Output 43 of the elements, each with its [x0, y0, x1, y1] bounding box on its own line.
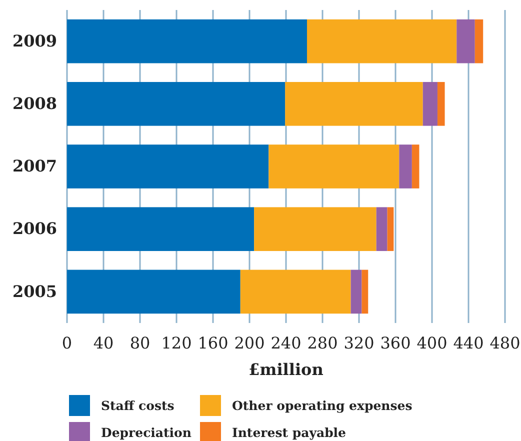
legend-label: Interest payable [232, 425, 346, 440]
x-tick-label: 360 [380, 333, 411, 352]
bar [285, 82, 423, 126]
y-tick-label: 2008 [12, 94, 57, 114]
x-tick-label: 0 [62, 333, 72, 352]
bar [67, 19, 307, 64]
x-tick-label: 160 [198, 333, 228, 352]
x-axis-title: £million [248, 360, 324, 379]
bar [268, 144, 400, 188]
bar [399, 144, 412, 188]
bar [387, 207, 394, 252]
bar [362, 270, 368, 314]
bar [437, 82, 445, 126]
bar [254, 207, 376, 252]
bar [67, 82, 286, 126]
bar [456, 19, 475, 64]
y-tick-label: 2007 [12, 156, 57, 176]
x-tick-label: 320 [344, 333, 374, 352]
x-tick-label: 480 [490, 333, 520, 352]
x-tick-label: 280 [307, 333, 338, 352]
y-tick-label: 2005 [12, 282, 57, 301]
bar [240, 270, 351, 314]
legend-label: Depreciation [101, 425, 192, 440]
legend-label: Other operating expenses [232, 398, 412, 413]
x-tick-label: 200 [234, 333, 265, 352]
y-tick-label: 2006 [12, 219, 57, 238]
x-tick-label: 400 [416, 333, 448, 352]
legend-label: Staff costs [101, 398, 174, 413]
bar [376, 207, 388, 252]
x-tick-label: 40 [93, 333, 114, 352]
bar [412, 144, 420, 188]
bar [422, 82, 438, 126]
x-tick-label: 80 [130, 333, 150, 352]
bar [67, 207, 254, 252]
x-tick-label: 120 [161, 333, 192, 352]
bar [474, 19, 484, 64]
bar [350, 270, 362, 314]
x-tick-label: 440 [453, 333, 484, 352]
y-tick-label: 2009 [12, 31, 57, 50]
x-tick-label: 240 [270, 333, 302, 352]
bar [67, 270, 240, 314]
bar [67, 144, 269, 188]
bar [306, 19, 457, 64]
